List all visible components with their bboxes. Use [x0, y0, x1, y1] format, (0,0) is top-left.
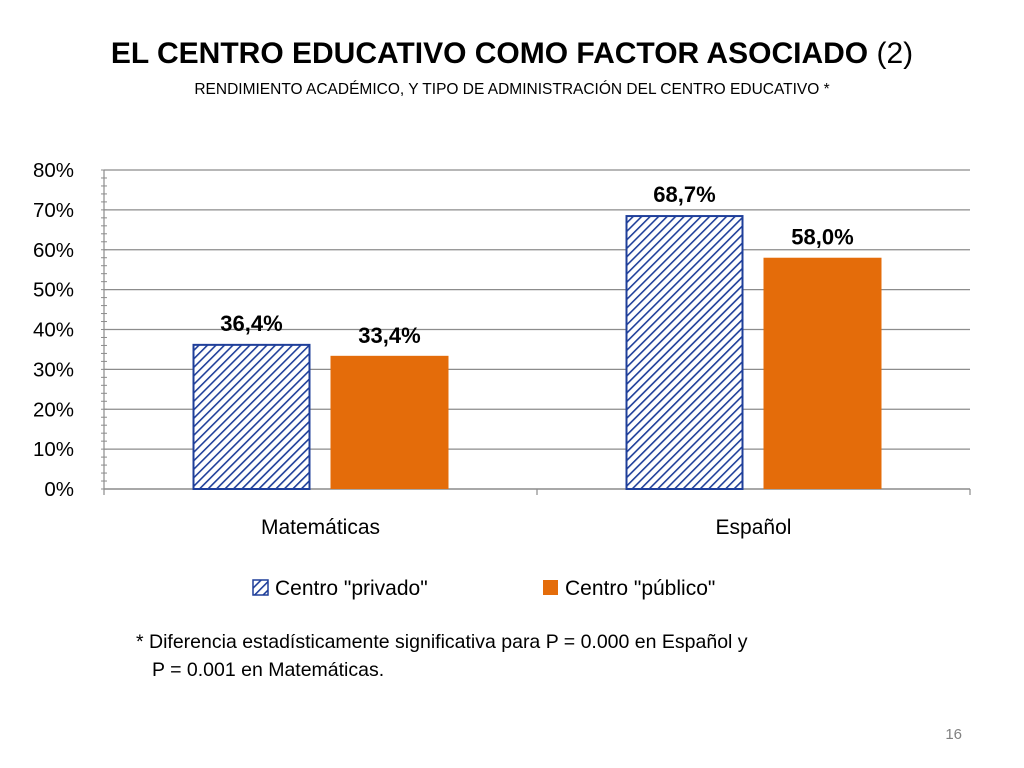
- footnote-line-1: * Diferencia estadísticamente significat…: [136, 631, 748, 653]
- y-tick-label: 0%: [44, 478, 74, 501]
- legend-label: Centro "público": [565, 577, 715, 600]
- y-tick-label: 10%: [33, 438, 74, 461]
- data-label: 68,7%: [653, 182, 715, 207]
- bar: [192, 343, 311, 491]
- bar: [330, 355, 449, 489]
- slide-title-suffix: (2): [868, 37, 914, 70]
- slide-title-main: EL CENTRO EDUCATIVO COMO FACTOR ASOCIADO: [110, 37, 869, 70]
- x-category-label: Español: [716, 516, 792, 539]
- y-tick-label: 70%: [33, 199, 74, 222]
- y-tick-label: 30%: [33, 358, 74, 381]
- y-tick-label: 60%: [33, 239, 74, 262]
- slide-subtitle: RENDIMIENTO ACADÉMICO, Y TIPO DE ADMINIS…: [194, 81, 830, 98]
- slide-title: EL CENTRO EDUCATIVO COMO FACTOR ASOCIADO…: [0, 36, 1024, 72]
- legend-swatch: [543, 580, 558, 595]
- y-tick-label: 50%: [33, 279, 74, 302]
- legend-swatch: [252, 579, 269, 596]
- bar: [763, 257, 882, 489]
- data-label: 58,0%: [791, 225, 853, 250]
- legend-label: Centro "privado": [275, 577, 428, 600]
- footnote: * Diferencia estadísticamente significat…: [136, 628, 896, 684]
- footnote-line-2: P = 0.001 en Matemáticas.: [152, 659, 385, 681]
- y-tick-label: 40%: [33, 319, 74, 342]
- y-tick-label: 20%: [33, 398, 74, 421]
- data-label: 36,4%: [220, 311, 282, 336]
- page-number: 16: [945, 726, 962, 743]
- x-category-label: Matemáticas: [261, 516, 380, 539]
- y-tick-label: 80%: [33, 159, 74, 182]
- data-label: 33,4%: [358, 323, 420, 348]
- bar: [625, 215, 744, 490]
